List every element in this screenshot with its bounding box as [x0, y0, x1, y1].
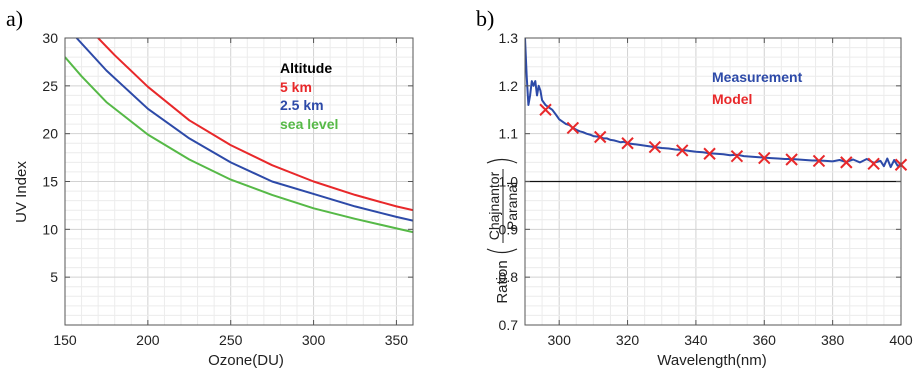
a-ytick-label: 15	[42, 174, 58, 190]
b-ytick-label: 0.7	[499, 317, 519, 333]
legend-a-title: Altitude	[280, 60, 332, 76]
panel-a-letter: a)	[6, 6, 23, 31]
a-xtick-label: 250	[219, 332, 243, 348]
b-ytick-label: 0.9	[499, 221, 519, 237]
b-ytick-label: 0.8	[499, 269, 519, 285]
a-xtick-label: 150	[53, 332, 77, 348]
b-marker-model	[539, 103, 552, 116]
panel-a-grid	[65, 37, 414, 325]
b-xtick-label: 360	[753, 332, 777, 348]
panel-b-legend: Measurement Model	[712, 69, 803, 107]
legend-b-entry-measurement: Measurement	[712, 69, 803, 85]
legend-a-entry-5km: 5 km	[280, 79, 312, 95]
panel-b-series	[525, 38, 908, 183]
b-marker-model	[867, 157, 880, 171]
b-marker-model	[812, 154, 826, 168]
panel-a-ticks: 150 200 250 300 350 5 10 15 20 25 30	[42, 30, 413, 348]
a-xtick-label: 350	[385, 332, 409, 348]
b-xtick-label: 320	[616, 332, 640, 348]
panel-b: b) Ration Chajnantor Paranal Wavelength(…	[476, 6, 913, 369]
a-ytick-label: 10	[42, 221, 58, 237]
b-marker-model	[676, 144, 689, 157]
panel-b-ylabel-numerator: Chajnantor	[486, 171, 502, 240]
b-marker-model	[840, 156, 853, 169]
b-xtick-label: 340	[684, 332, 708, 348]
b-marker-model	[566, 121, 580, 135]
panel-a-series	[65, 38, 413, 234]
b-ytick-label: 1.0	[499, 174, 519, 190]
panel-a: a) UV Index Ozone(DU) 150 200 250 300 350 5 10…	[6, 6, 414, 369]
a-ytick-label: 25	[42, 78, 58, 94]
b-marker-model	[730, 149, 744, 163]
b-xtick-label: 400	[889, 332, 913, 348]
panel-a-ylabel: UV Index	[13, 161, 30, 223]
b-ytick-label: 1.3	[499, 30, 519, 46]
b-marker-model	[648, 140, 662, 154]
panel-b-ticks: 300 320 340 360 380 400 0.7 0.8 0.9 1.0 1.1 1.2 1.3	[499, 30, 913, 348]
b-marker-model	[703, 147, 716, 160]
b-xtick-label: 300	[548, 332, 572, 348]
b-marker-model	[785, 153, 798, 166]
a-ytick-label: 20	[42, 126, 58, 142]
b-marker-model	[758, 151, 771, 165]
panel-b-ylabel-paren-left	[486, 248, 518, 254]
b-xtick-label: 380	[821, 332, 845, 348]
b-ytick-label: 1.2	[499, 78, 519, 94]
panel-b-ylabel-prefix: Ration	[494, 260, 511, 303]
b-marker-model	[621, 137, 634, 150]
a-ytick-label: 5	[50, 269, 58, 285]
a-ytick-label: 30	[42, 30, 58, 46]
a-series-2-5-km	[75, 38, 413, 222]
a-xtick-label: 200	[136, 332, 160, 348]
panel-a-legend: Altitude 5 km 2.5 km sea level	[280, 60, 338, 132]
legend-b-entry-model: Model	[712, 91, 752, 107]
panel-a-xlabel: Ozone(DU)	[208, 352, 284, 369]
panel-b-ylabel-paren-right	[486, 158, 518, 164]
a-series-5-km	[97, 38, 413, 212]
panel-b-ylabel-denominator: Paranal	[504, 182, 520, 230]
panel-b-xlabel: Wavelength(nm)	[657, 352, 766, 369]
a-series-sea-level	[65, 56, 413, 234]
legend-a-entry-2-5km: 2.5 km	[280, 97, 324, 113]
b-ytick-label: 1.1	[499, 126, 519, 142]
panel-b-letter: b)	[476, 6, 494, 31]
a-xtick-label: 300	[302, 332, 326, 348]
b-marker-model	[593, 130, 607, 144]
legend-a-entry-sea-level: sea level	[280, 116, 338, 132]
panel-b-ylabel: Ration Chajnantor Paranal	[486, 158, 520, 304]
